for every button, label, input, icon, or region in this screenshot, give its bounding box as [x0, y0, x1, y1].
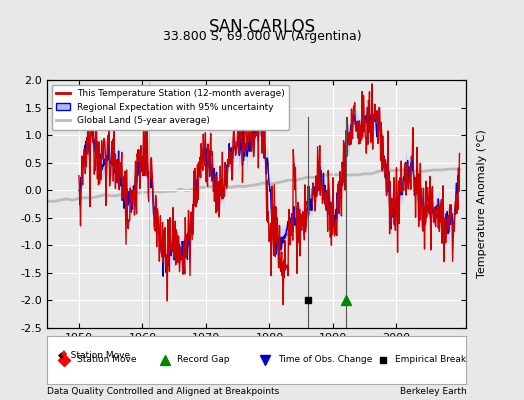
Legend: This Temperature Station (12-month average), Regional Expectation with 95% uncer: This Temperature Station (12-month avera…	[52, 84, 289, 130]
Text: Time of Obs. Change: Time of Obs. Change	[278, 356, 372, 364]
Text: Data Quality Controlled and Aligned at Breakpoints: Data Quality Controlled and Aligned at B…	[47, 387, 279, 396]
Text: Berkeley Earth: Berkeley Earth	[400, 387, 466, 396]
Text: ◆  Station Move: ◆ Station Move	[58, 351, 130, 360]
Y-axis label: Temperature Anomaly (°C): Temperature Anomaly (°C)	[477, 130, 487, 278]
Text: Record Gap: Record Gap	[177, 356, 230, 364]
Text: 33.800 S, 69.000 W (Argentina): 33.800 S, 69.000 W (Argentina)	[162, 30, 362, 43]
Text: ♦: ♦	[58, 350, 68, 360]
Text: SAN-CARLOS: SAN-CARLOS	[209, 18, 315, 36]
Text: Station Move: Station Move	[77, 356, 136, 364]
Text: Empirical Break: Empirical Break	[395, 356, 466, 364]
